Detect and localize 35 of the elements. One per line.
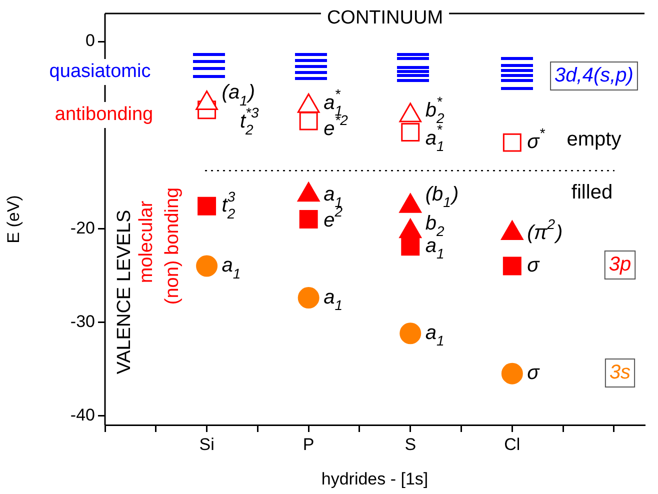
y-tick-label: -20 [70, 218, 95, 238]
point [299, 112, 318, 130]
point [400, 322, 422, 344]
point [196, 255, 218, 277]
text: quasiatomic [49, 61, 151, 82]
point [401, 123, 420, 142]
text: antibonding [54, 104, 154, 126]
point [401, 237, 420, 256]
annotation: 3d,4(s,p) [554, 64, 634, 87]
x-tick-label: S [404, 434, 416, 454]
point [299, 210, 318, 228]
point [501, 362, 523, 384]
point [502, 133, 522, 152]
annotation: molecular [136, 200, 158, 284]
y-axis-title: E (eV) [4, 195, 23, 244]
point [198, 196, 216, 216]
point [298, 287, 320, 309]
x-tick-label: Si [199, 434, 214, 454]
x-axis-title: hydrides - [1s] [321, 469, 428, 488]
annotation: empty [566, 128, 622, 151]
x-tick-label: P [302, 434, 314, 454]
annotation: 3p [608, 254, 632, 276]
y-tick-label: -30 [70, 312, 95, 331]
y-tick-label: -40 [70, 405, 95, 424]
annotation: σ [527, 362, 540, 384]
chart-title: CONTINUUM [326, 8, 444, 29]
x-tick-label: Cl [504, 434, 520, 454]
text: VALENCE LEVELS [114, 210, 136, 374]
annotation: σ [527, 254, 540, 277]
annotation: (non) bonding [162, 187, 184, 305]
y-tick-label: 0 [86, 31, 95, 50]
annotation: 3s [609, 362, 631, 384]
annotation: filled [571, 182, 613, 204]
point [502, 256, 522, 276]
annotation: σ* [527, 125, 546, 154]
